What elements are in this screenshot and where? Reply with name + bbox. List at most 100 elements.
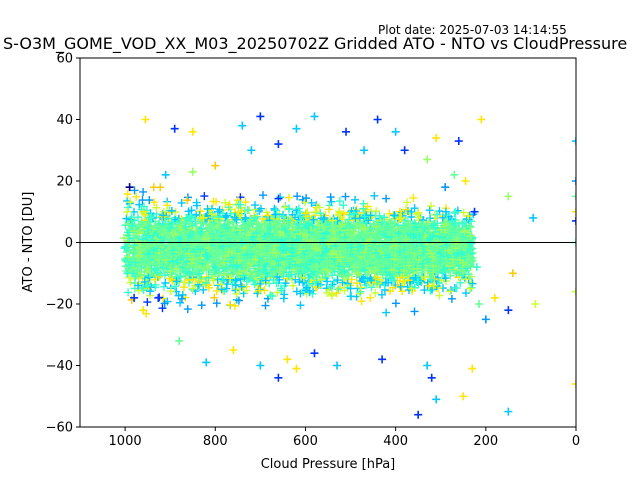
data-point	[462, 260, 471, 269]
data-point	[350, 263, 359, 272]
data-point	[204, 273, 213, 282]
data-point	[172, 264, 181, 273]
data-point	[457, 271, 466, 280]
data-point	[394, 221, 403, 230]
data-point	[212, 286, 221, 295]
data-point	[403, 207, 412, 216]
data-point	[462, 289, 471, 298]
data-point	[251, 255, 260, 264]
data-point	[291, 260, 300, 269]
data-point	[266, 223, 275, 232]
data-point	[284, 272, 293, 281]
data-point	[184, 227, 193, 236]
data-point	[145, 196, 154, 205]
data-point	[278, 267, 287, 276]
data-point	[440, 247, 449, 256]
data-point	[311, 208, 320, 217]
data-point	[216, 280, 225, 289]
data-point	[204, 283, 213, 292]
data-point	[327, 282, 336, 291]
data-point	[252, 229, 261, 238]
data-point	[359, 274, 368, 283]
data-point	[195, 269, 204, 278]
data-point	[171, 208, 180, 217]
data-point	[383, 268, 392, 277]
data-point	[231, 301, 240, 310]
data-point	[234, 296, 243, 305]
data-point	[328, 264, 336, 273]
data-point	[356, 222, 365, 231]
data-point	[441, 237, 450, 246]
data-point	[162, 230, 171, 239]
data-point	[427, 275, 436, 284]
data-point	[338, 272, 347, 281]
data-point	[441, 207, 450, 216]
data-point	[150, 198, 159, 207]
data-point	[370, 191, 379, 200]
data-point	[280, 216, 289, 225]
data-point	[182, 262, 191, 271]
data-point	[348, 232, 357, 241]
data-point	[407, 284, 416, 293]
data-point	[270, 204, 279, 213]
data-point	[334, 285, 343, 294]
data-point	[130, 186, 139, 195]
data-point	[226, 274, 235, 283]
data-point	[132, 192, 141, 201]
data-point	[234, 256, 243, 265]
data-point	[379, 221, 388, 230]
data-point	[346, 284, 355, 293]
data-point	[424, 218, 433, 227]
data-point	[274, 194, 283, 203]
data-point	[429, 281, 438, 290]
data-point	[154, 268, 163, 277]
data-point	[281, 262, 290, 271]
data-point	[404, 276, 413, 285]
data-point	[214, 213, 223, 222]
data-point	[340, 233, 349, 242]
data-point	[406, 231, 415, 240]
data-point	[296, 229, 305, 238]
data-point	[425, 206, 434, 215]
data-point	[250, 201, 259, 210]
data-point	[390, 231, 399, 240]
data-point	[149, 246, 158, 255]
data-point	[256, 227, 265, 236]
data-point	[213, 207, 222, 216]
data-point	[251, 268, 260, 277]
data-point	[329, 216, 338, 225]
data-point	[349, 209, 358, 218]
data-point	[240, 244, 249, 253]
data-point	[161, 278, 170, 287]
data-point	[444, 246, 453, 255]
data-point	[373, 245, 382, 254]
data-point	[138, 225, 147, 234]
data-point	[264, 245, 273, 254]
data-point	[282, 255, 291, 264]
data-point	[178, 290, 187, 299]
data-point	[279, 294, 288, 303]
data-point	[372, 264, 381, 273]
data-point	[142, 253, 151, 262]
data-point	[272, 206, 281, 215]
data-point	[319, 215, 328, 224]
data-point	[231, 251, 240, 260]
data-point	[423, 255, 432, 264]
data-point	[200, 192, 209, 201]
data-point	[335, 197, 344, 206]
data-point	[388, 283, 397, 292]
data-point	[204, 243, 213, 252]
data-point	[239, 271, 248, 280]
data-point	[279, 212, 288, 221]
data-point	[258, 225, 267, 234]
data-point	[456, 256, 465, 265]
data-point	[234, 208, 243, 217]
data-point	[453, 224, 462, 233]
data-point	[130, 227, 139, 236]
data-point	[124, 228, 133, 237]
data-point	[412, 223, 421, 232]
data-point	[385, 218, 394, 227]
data-point	[450, 209, 459, 218]
data-point	[355, 289, 364, 298]
data-point	[238, 207, 247, 216]
